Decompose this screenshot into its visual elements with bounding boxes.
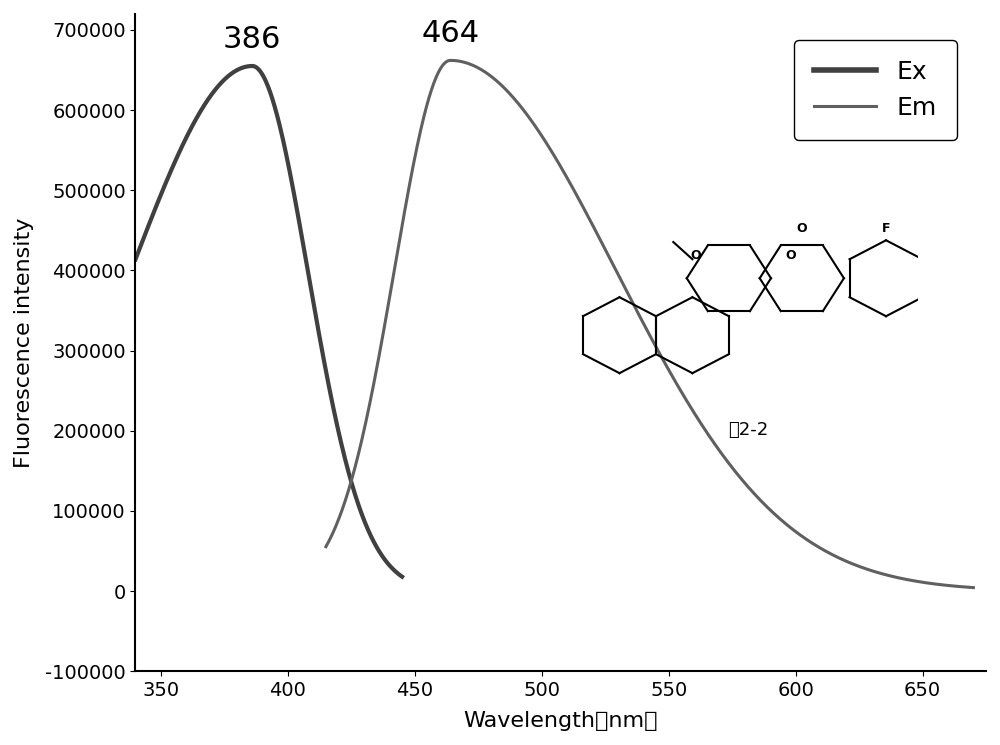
Text: 386: 386: [223, 25, 281, 54]
Em: [697, 422, 709, 431]
Ex: [129, 255, 141, 264]
Ex: [274, 124, 286, 133]
Ex: [246, 62, 258, 71]
Ex: [349, 488, 361, 497]
Ex: [390, 568, 402, 577]
X-axis label: Wavelength（nm）: Wavelength（nm）: [464, 711, 658, 731]
Em: [360, 419, 372, 428]
Legend: Ex, Em: Ex, Em: [794, 39, 957, 140]
Em: [320, 542, 332, 551]
Em: [714, 446, 726, 455]
Line: Em: Em: [326, 60, 973, 588]
Y-axis label: Fluorescence intensity: Fluorescence intensity: [14, 218, 34, 468]
Em: [733, 472, 745, 481]
Em: [812, 542, 824, 551]
Ex: [396, 572, 408, 581]
Em: [967, 583, 979, 592]
Text: 式2-2: 式2-2: [728, 422, 768, 440]
Ex: [258, 74, 270, 83]
Em: [878, 570, 890, 579]
Ex: [257, 71, 269, 80]
Ex: [289, 193, 301, 202]
Em: [445, 56, 457, 65]
Text: 464: 464: [421, 19, 479, 48]
Line: Ex: Ex: [135, 66, 402, 577]
